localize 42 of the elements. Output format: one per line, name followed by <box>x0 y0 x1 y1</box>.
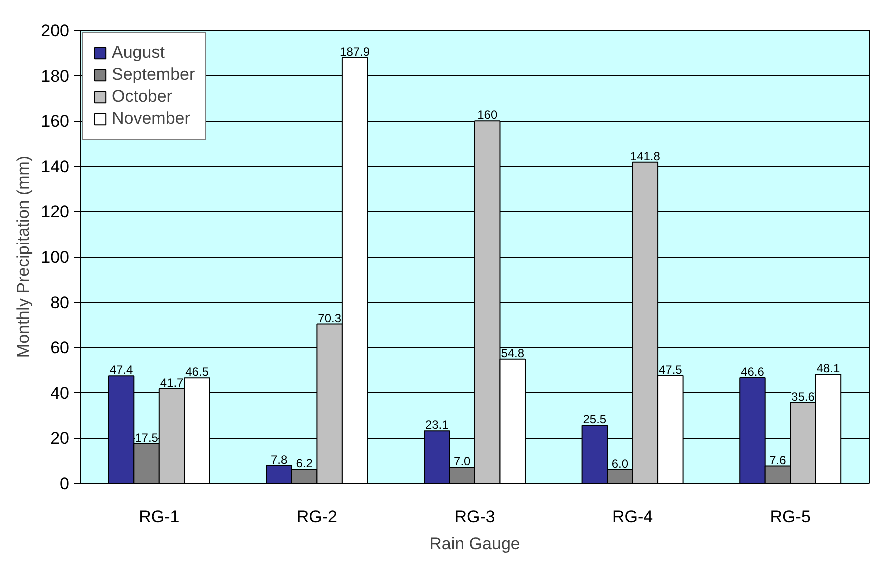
y-tick-label: 180 <box>41 66 70 86</box>
data-label: 141.8 <box>630 149 661 164</box>
data-label: 41.7 <box>160 376 184 390</box>
y-tick-label: 20 <box>50 429 70 448</box>
data-label: 7.6 <box>770 453 787 468</box>
y-tick-label: 40 <box>50 384 70 403</box>
y-tick-label: 60 <box>50 338 70 358</box>
data-label: 46.6 <box>741 364 765 379</box>
data-label: 47.4 <box>110 363 134 378</box>
legend-label: November <box>112 109 190 129</box>
data-label: 47.5 <box>658 362 683 377</box>
legend-label: September <box>112 65 196 85</box>
y-tick-label: 160 <box>41 112 70 132</box>
y-axis-title: Monthly Precipitation (mm) <box>14 156 34 358</box>
y-tick-label: 200 <box>41 22 70 40</box>
data-label: 17.5 <box>135 430 159 445</box>
data-label: 6.2 <box>296 456 314 470</box>
legend-label: August <box>112 43 165 63</box>
y-tick-label: 100 <box>41 248 70 267</box>
data-label: 70.3 <box>318 311 342 326</box>
data-label: 187.9 <box>340 44 370 59</box>
data-label: 48.1 <box>816 362 840 376</box>
data-label: 54.8 <box>501 346 525 360</box>
legend-label: October <box>112 87 172 107</box>
data-label: 46.5 <box>186 365 210 380</box>
x-axis-title: Rain Gauge <box>430 534 520 554</box>
y-tick-label: 0 <box>60 474 70 494</box>
x-tick-label: RG-5 <box>770 508 811 526</box>
x-tick-label: RG-1 <box>139 508 180 526</box>
y-tick-label: 80 <box>50 293 70 312</box>
x-tick-label: RG-2 <box>296 508 338 526</box>
y-tick-label: 120 <box>41 202 70 222</box>
x-tick-label: RG-3 <box>454 508 496 526</box>
data-label: 23.1 <box>425 418 450 432</box>
data-label: 160 <box>478 108 498 122</box>
data-label: 25.5 <box>583 412 607 427</box>
data-label: 7.8 <box>270 452 288 467</box>
data-label: 35.6 <box>792 390 816 404</box>
data-label: 6.0 <box>612 456 629 471</box>
y-tick-label: 140 <box>41 157 70 176</box>
x-tick-label: RG-4 <box>612 508 654 526</box>
data-label: 7.0 <box>454 454 472 469</box>
